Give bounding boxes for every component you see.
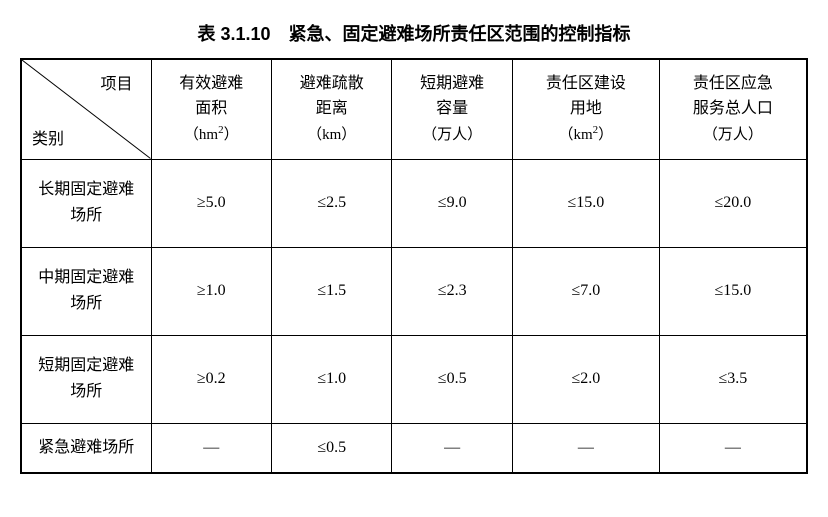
row-header: 紧急避难场所 — [21, 423, 151, 473]
diagonal-header-cell: 项目 类别 — [21, 59, 151, 159]
col-unit: （万人） — [422, 127, 482, 143]
col-unit: （km2） — [558, 127, 613, 143]
data-cell: ≤15.0 — [659, 247, 807, 335]
data-cell: ≤7.0 — [512, 247, 659, 335]
data-cell: ≤2.3 — [392, 247, 512, 335]
data-cell: ≤15.0 — [512, 159, 659, 247]
data-cell: — — [512, 423, 659, 473]
column-header: 有效避难 面积 （hm2） — [151, 59, 271, 159]
column-header: 责任区建设 用地 （km2） — [512, 59, 659, 159]
data-cell: — — [659, 423, 807, 473]
data-cell: ≥0.2 — [151, 335, 271, 423]
col-line1: 责任区建设 — [546, 75, 626, 92]
data-cell: ≤2.0 — [512, 335, 659, 423]
data-cell: ≤9.0 — [392, 159, 512, 247]
row-header: 短期固定避难 场所 — [21, 335, 151, 423]
row-header: 长期固定避难 场所 — [21, 159, 151, 247]
data-cell: — — [392, 423, 512, 473]
column-header: 短期避难 容量 （万人） — [392, 59, 512, 159]
control-indicators-table: 项目 类别 有效避难 面积 （hm2） 避难疏散 距离 （km） 短期避难 容量… — [20, 58, 808, 474]
table-body: 长期固定避难 场所 ≥5.0 ≤2.5 ≤9.0 ≤15.0 ≤20.0 中期固… — [21, 159, 807, 473]
col-line2: 容量 — [436, 100, 468, 117]
col-unit: （万人） — [703, 127, 763, 143]
data-cell: ≤1.5 — [271, 247, 391, 335]
col-line1: 有效避难 — [179, 75, 243, 92]
table-row: 紧急避难场所 — ≤0.5 — — — — [21, 423, 807, 473]
data-cell: ≤0.5 — [392, 335, 512, 423]
table-title: 表 3.1.10 紧急、固定避难场所责任区范围的控制指标 — [20, 20, 808, 46]
data-cell: ≤2.5 — [271, 159, 391, 247]
column-header: 责任区应急 服务总人口 （万人） — [659, 59, 807, 159]
diagonal-bottom-label: 类别 — [32, 125, 64, 149]
col-line2: 面积 — [195, 100, 227, 117]
row-header: 中期固定避难 场所 — [21, 247, 151, 335]
col-unit: （hm2） — [184, 127, 239, 143]
data-cell: ≤1.0 — [271, 335, 391, 423]
header-row: 项目 类别 有效避难 面积 （hm2） 避难疏散 距离 （km） 短期避难 容量… — [21, 59, 807, 159]
col-line2: 用地 — [570, 100, 602, 117]
col-line2: 服务总人口 — [693, 100, 773, 117]
data-cell: ≥1.0 — [151, 247, 271, 335]
table-row: 中期固定避难 场所 ≥1.0 ≤1.5 ≤2.3 ≤7.0 ≤15.0 — [21, 247, 807, 335]
col-line1: 短期避难 — [420, 75, 484, 92]
col-unit: （km） — [307, 127, 356, 143]
data-cell: — — [151, 423, 271, 473]
data-cell: ≤0.5 — [271, 423, 391, 473]
column-header: 避难疏散 距离 （km） — [271, 59, 391, 159]
diagonal-top-label: 项目 — [100, 70, 132, 94]
col-line1: 责任区应急 — [693, 75, 773, 92]
table-row: 长期固定避难 场所 ≥5.0 ≤2.5 ≤9.0 ≤15.0 ≤20.0 — [21, 159, 807, 247]
data-cell: ≥5.0 — [151, 159, 271, 247]
col-line2: 距离 — [316, 100, 348, 117]
data-cell: ≤20.0 — [659, 159, 807, 247]
table-row: 短期固定避难 场所 ≥0.2 ≤1.0 ≤0.5 ≤2.0 ≤3.5 — [21, 335, 807, 423]
col-line1: 避难疏散 — [300, 75, 364, 92]
data-cell: ≤3.5 — [659, 335, 807, 423]
